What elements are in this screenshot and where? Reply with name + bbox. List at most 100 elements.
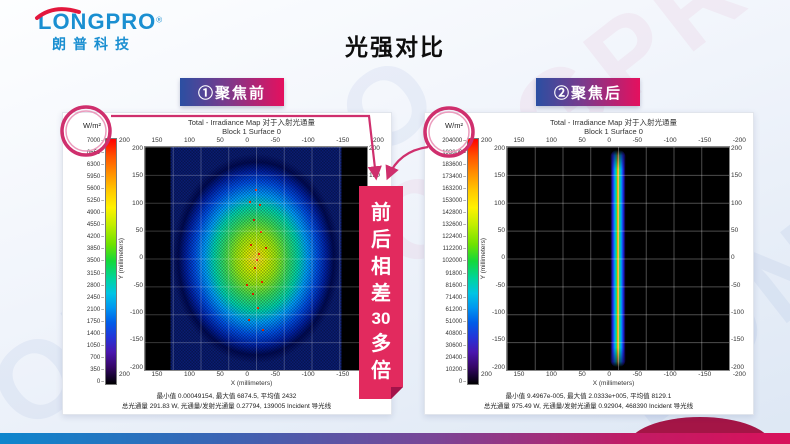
tick-label: 100 xyxy=(494,199,505,207)
chart-region: 200 150 100 50 0 -50 -100 -150 -200 Y (millimete… xyxy=(479,136,748,389)
tick-label: -200 xyxy=(370,137,384,144)
tick-label: -150 xyxy=(731,336,745,344)
y-axis-label-text: Y (millimeters) xyxy=(118,237,125,280)
tick-label: -100 xyxy=(663,137,677,144)
tick-label: -200 xyxy=(491,363,505,371)
callout-char: 后 xyxy=(371,228,391,251)
callout-char: 相 xyxy=(371,256,391,279)
callout-char: 前 xyxy=(371,201,391,224)
tick-label: 150 xyxy=(731,172,742,180)
tick-label: 0 xyxy=(245,137,249,144)
chart-statistics: 最小值 0.00049154, 最大值 6874.5, 平均值 2432 总光通… xyxy=(67,389,386,412)
tick-label: 50 xyxy=(731,226,739,234)
plot-gridlines xyxy=(507,147,729,371)
tick-label: 4200 xyxy=(87,234,104,240)
logo-brand-text: LONGPRO xyxy=(38,9,157,34)
tick-label: 150 xyxy=(513,137,525,144)
tick-label: -50 xyxy=(731,281,741,289)
tick-label: 193800 xyxy=(442,150,466,156)
tick-label: 50 xyxy=(216,137,224,144)
tick-label: -100 xyxy=(301,137,315,144)
stats-line1: 最小值 0.00049154, 最大值 6874.5, 平均值 2432 xyxy=(156,393,297,401)
x-axis-label: X (millimeters) xyxy=(230,380,273,388)
colorbar-unit-label: W/m² xyxy=(445,121,463,130)
tick-label: 100 xyxy=(731,199,742,207)
company-logo: LONGPRO® 朗普科技 xyxy=(35,7,162,54)
tick-label: 150 xyxy=(369,172,380,180)
after-focus-panel: W/m² Total - Irradiance Map 对于入射光通量 Bloc… xyxy=(424,112,754,415)
tick-label: 100 xyxy=(545,371,557,379)
tick-label: 3850 xyxy=(87,246,104,252)
tick-label: 0 xyxy=(459,379,466,385)
tick-label: -150 xyxy=(336,371,350,379)
tick-label: 91800 xyxy=(446,271,466,277)
chart-title: Total - Irradiance Map 对于入射光通量 Block 1 S… xyxy=(479,116,748,136)
hotspot-speckles xyxy=(256,258,258,261)
tick-label: -50 xyxy=(495,281,505,289)
tick-label: 50 xyxy=(216,371,224,379)
colorbar-gradient xyxy=(467,138,479,386)
tick-label: 6300 xyxy=(87,162,104,168)
y-axis-ticks-left: 200 150 100 50 0 -50 -100 -150 -200 xyxy=(488,145,506,371)
tick-label: 150 xyxy=(132,172,143,180)
tick-label: 0 xyxy=(501,254,505,262)
tick-label: 100 xyxy=(545,137,557,144)
tick-label: 50 xyxy=(497,226,505,234)
tick-label: -150 xyxy=(491,336,505,344)
tick-label: 5950 xyxy=(87,174,104,180)
tick-label: 183600 xyxy=(442,162,466,168)
tick-label: 81600 xyxy=(446,283,466,289)
callout-char: 差 xyxy=(371,283,391,306)
tick-label: -200 xyxy=(129,363,143,371)
tick-label: 150 xyxy=(513,371,525,379)
tick-label: 0 xyxy=(97,379,104,385)
tick-label: 200 xyxy=(481,371,492,379)
tick-label: -150 xyxy=(129,336,143,344)
tick-label: 50 xyxy=(135,226,143,234)
tick-label: 0 xyxy=(607,371,611,379)
tick-label: 150 xyxy=(151,137,163,144)
tick-label: -150 xyxy=(336,137,350,144)
tick-label: 0 xyxy=(607,137,611,144)
x-axis-ticks-top: 200 150 100 50 0 -50 -100 -150 -200 xyxy=(117,137,386,146)
focused-beam-line xyxy=(610,150,626,367)
colorbar-gradient xyxy=(105,138,117,386)
after-focus-header: ②聚焦后 xyxy=(536,78,640,106)
tick-label: 4900 xyxy=(87,210,104,216)
y-axis-label-text: Y (millimeters) xyxy=(480,237,487,280)
tick-label: -150 xyxy=(698,371,712,379)
irradiance-map-before xyxy=(144,146,368,372)
tick-label: -200 xyxy=(731,363,745,371)
tick-label: 700 xyxy=(90,355,104,361)
tick-label: 6650 xyxy=(87,150,104,156)
plot-gridlines xyxy=(145,147,367,371)
tick-label: -100 xyxy=(301,371,315,379)
x-axis-ticks-bottom: 200 150 100 50 0 -50 -100 -150 -200 xyxy=(479,371,748,380)
tick-label: 350 xyxy=(90,367,104,373)
tick-label: -100 xyxy=(663,371,677,379)
tick-label: -150 xyxy=(698,137,712,144)
tick-label: -100 xyxy=(731,308,745,316)
tick-label: 100 xyxy=(132,199,143,207)
tick-label: 30600 xyxy=(446,343,466,349)
tick-label: 102000 xyxy=(442,258,466,264)
tick-label: 200 xyxy=(369,145,380,152)
ribbon-fold-corner xyxy=(391,387,403,399)
chart-statistics: 最小值 9.4967e-005, 最大值 2.0333e+005, 平均值 81… xyxy=(429,389,748,412)
logo-swoosh-icon xyxy=(35,7,81,20)
tick-label: 50 xyxy=(578,137,586,144)
tick-label: 173400 xyxy=(442,174,466,180)
tick-label: -50 xyxy=(270,137,280,144)
tick-label: 100 xyxy=(183,137,195,144)
chart-title: Total - Irradiance Map 对于入射光通量 Block 1 S… xyxy=(117,116,386,136)
tick-label: 20400 xyxy=(446,355,466,361)
tick-label: 200 xyxy=(494,145,505,152)
chart-region: 200 150 100 50 0 -50 -100 -150 -200 Y (millimete… xyxy=(117,136,386,389)
x-axis-ticks-top: 200 150 100 50 0 -50 -100 -150 -200 xyxy=(479,137,748,146)
comparison-callout-ribbon: 前 后 相 差 30 多 倍 xyxy=(359,186,403,399)
tick-label: 132600 xyxy=(442,222,466,228)
y-axis-label: Y (millimeters) xyxy=(117,146,126,371)
tick-label: 3150 xyxy=(87,271,104,277)
tick-label: 5600 xyxy=(87,186,104,192)
tick-label: 5250 xyxy=(87,198,104,204)
